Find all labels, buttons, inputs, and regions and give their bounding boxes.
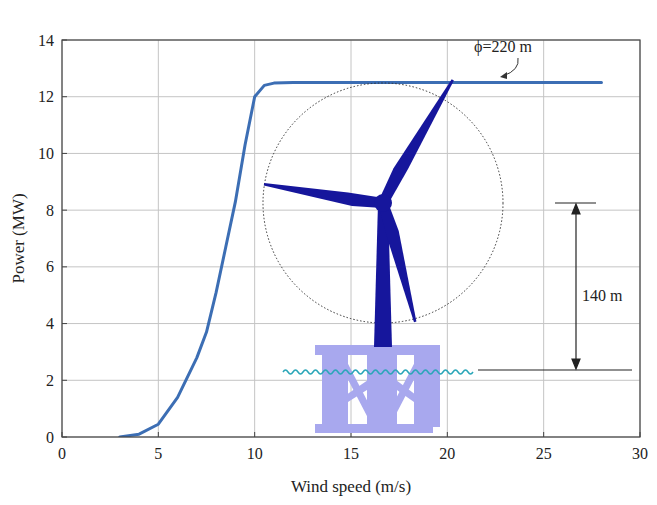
x-grid-line <box>543 40 544 437</box>
dimension-bottom <box>478 369 632 370</box>
y-tick <box>62 380 67 381</box>
x-tick-label: 25 <box>536 445 552 462</box>
x-tick <box>254 432 255 437</box>
blade <box>378 202 416 323</box>
grid <box>62 40 640 437</box>
plot-frame <box>62 40 640 437</box>
y-grid-line <box>62 153 640 154</box>
blade <box>264 183 384 208</box>
y-tick-label: 4 <box>46 315 54 332</box>
chart: 0 5 10 15 20 25 30 0 2 4 6 8 10 12 14 Wind speed (m/s) P… <box>0 0 657 505</box>
y-tick <box>62 153 67 154</box>
y-tick <box>62 210 67 211</box>
y-tick-label: 12 <box>38 88 54 105</box>
arrow-head <box>572 359 580 369</box>
platform <box>315 345 440 433</box>
platform-column <box>414 345 440 427</box>
platform-column <box>322 345 348 427</box>
platform-brace <box>390 360 420 418</box>
x-axis-title: Wind speed (m/s) <box>291 477 411 496</box>
dimension-line <box>575 206 576 367</box>
arrow-head <box>572 204 580 214</box>
x-tick-label: 10 <box>247 445 263 462</box>
platform-brace <box>394 380 416 402</box>
label-patch <box>580 286 625 305</box>
x-tick-label: 5 <box>154 445 162 462</box>
data-group <box>120 83 602 437</box>
x-tick-label: 15 <box>343 445 359 462</box>
waves <box>283 370 473 374</box>
x-tick <box>543 432 544 437</box>
x-tick <box>447 432 448 437</box>
x-tick-label: 20 <box>439 445 455 462</box>
y-grid-line <box>62 96 640 97</box>
height-dimension <box>478 203 632 370</box>
y-tick-label: 0 <box>46 429 54 446</box>
x-tick <box>158 432 159 437</box>
y-tick <box>62 266 67 267</box>
x-tick-label: 30 <box>632 445 648 462</box>
hub <box>374 194 392 212</box>
y-tick-label: 2 <box>46 372 54 389</box>
height-label: 140 m <box>582 287 623 304</box>
y-tick <box>62 323 67 324</box>
y-tick-label: 14 <box>38 32 54 49</box>
y-grid-line <box>62 210 640 211</box>
turbine-illustration <box>263 58 518 433</box>
x-tick-label: 0 <box>58 445 66 462</box>
y-tick <box>62 96 67 97</box>
dimension-top <box>555 202 596 203</box>
x-grid-line <box>447 40 448 437</box>
y-grid-line <box>62 266 640 267</box>
y-tick-label: 6 <box>46 258 54 275</box>
y-grid-line <box>62 323 640 324</box>
blade <box>379 79 454 205</box>
arrow-head <box>500 72 507 79</box>
y-axis-title: Power (MW) <box>9 193 28 283</box>
power-curve <box>120 83 602 437</box>
diameter-label: ϕ=220 m <box>474 38 532 56</box>
platform-brace <box>346 380 370 402</box>
x-grid-line <box>158 40 159 437</box>
platform-brace <box>342 360 372 418</box>
y-tick-label: 8 <box>46 202 54 219</box>
y-tick-label: 10 <box>38 145 54 162</box>
